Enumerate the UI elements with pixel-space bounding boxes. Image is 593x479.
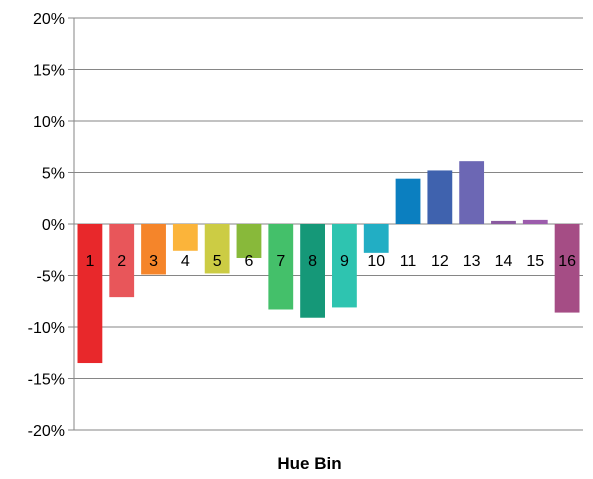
category-label: 16	[558, 253, 576, 270]
y-tick-label: -20%	[28, 423, 65, 440]
category-label: 9	[340, 253, 349, 270]
bar	[522, 219, 548, 224]
category-label: 13	[463, 253, 481, 270]
y-tick-label: 0%	[42, 217, 65, 234]
category-label: 7	[276, 253, 285, 270]
bars	[77, 161, 580, 364]
category-label: 10	[367, 253, 385, 270]
bar	[300, 224, 326, 318]
y-tick-label: 10%	[33, 114, 65, 131]
bar	[236, 224, 262, 258]
category-label: 4	[181, 253, 190, 270]
category-label: 5	[213, 253, 222, 270]
bar	[109, 224, 135, 298]
category-label: 6	[245, 253, 254, 270]
y-tick-label: -10%	[28, 320, 65, 337]
category-label: 1	[85, 253, 94, 270]
category-label: 11	[400, 253, 417, 270]
category-label: 8	[308, 253, 317, 270]
y-tick-label: -15%	[28, 372, 65, 389]
bar	[491, 220, 516, 224]
bar	[77, 224, 103, 364]
category-label: 2	[117, 253, 126, 270]
y-tick-label: 15%	[33, 63, 65, 80]
bar	[141, 224, 166, 275]
bar	[554, 224, 580, 313]
y-axis-tick-labels: 20% 15% 10% 5% 0% -5% -10% -15% -20%	[28, 11, 65, 440]
bar	[268, 224, 294, 310]
category-label: 12	[431, 253, 449, 270]
bar	[459, 161, 485, 224]
y-tick-label: 20%	[33, 11, 65, 28]
y-tick-label: -5%	[37, 269, 65, 286]
bar	[363, 224, 389, 253]
category-label: 3	[149, 253, 158, 270]
category-label: 14	[495, 253, 513, 270]
bar	[204, 224, 230, 274]
bar	[395, 178, 421, 224]
category-label: 15	[526, 253, 544, 270]
bar	[427, 170, 453, 224]
category-labels: 1 2 3 4 5 6 7 8 9 10 11 12 13 14 15 16	[85, 253, 576, 270]
bar	[172, 224, 198, 251]
y-tick-label: 5%	[42, 166, 65, 183]
x-axis-title: Hue Bin	[277, 454, 341, 473]
bar	[331, 224, 357, 308]
